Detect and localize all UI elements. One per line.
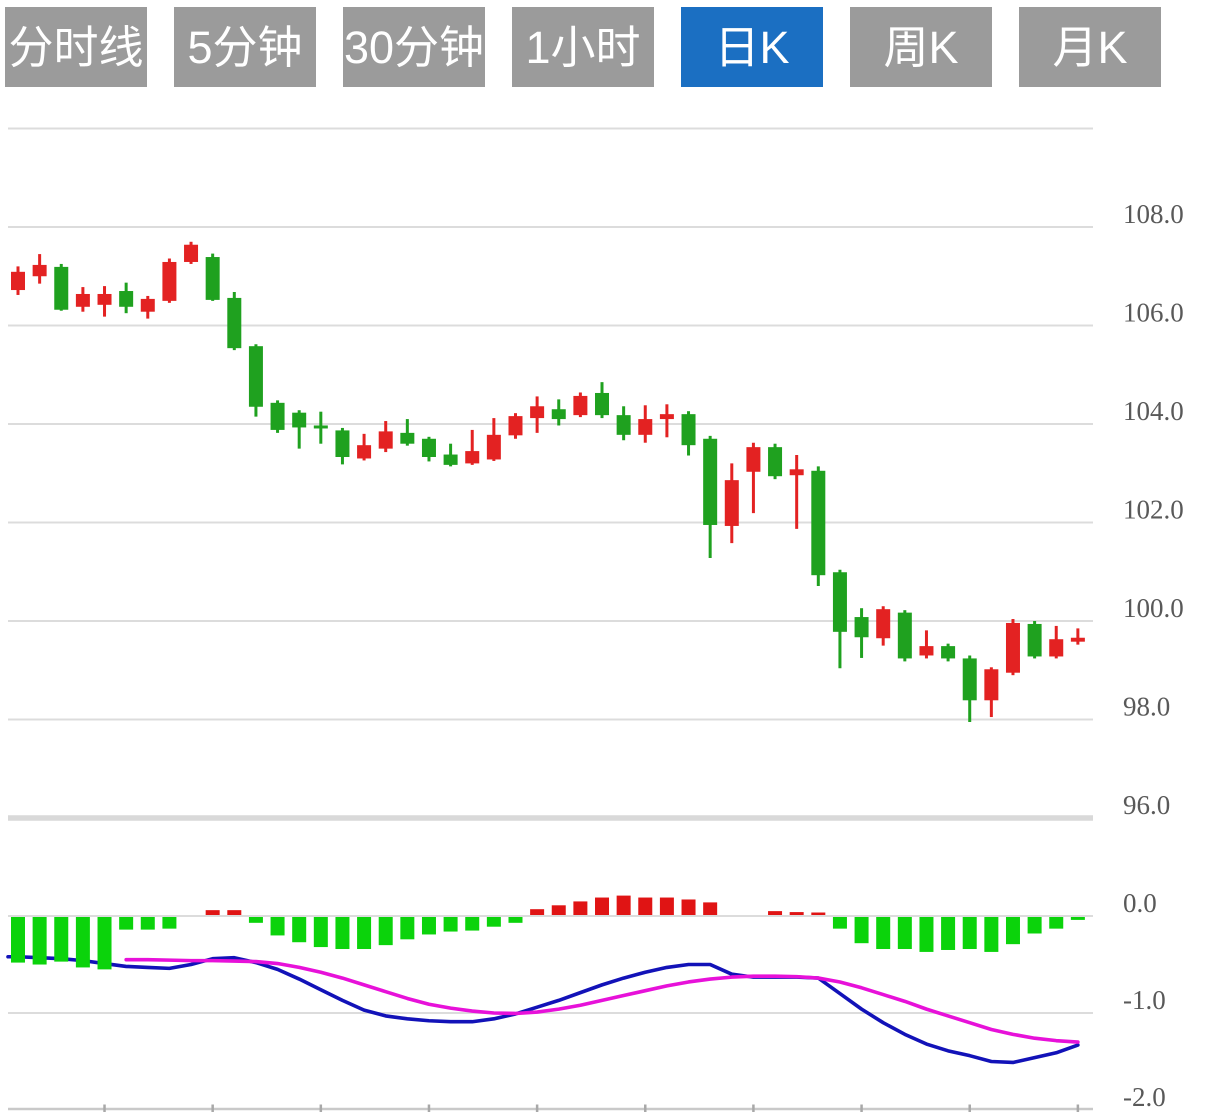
- svg-text:106.0: 106.0: [1123, 298, 1184, 328]
- tab-timeline[interactable]: 分时线: [5, 7, 147, 87]
- svg-text:104.0: 104.0: [1123, 396, 1184, 426]
- svg-text:96.0: 96.0: [1123, 790, 1170, 820]
- tab-monthly-k[interactable]: 月K: [1019, 7, 1161, 87]
- svg-text:102.0: 102.0: [1123, 495, 1184, 525]
- svg-text:0.0: 0.0: [1123, 888, 1157, 918]
- svg-text:100.0: 100.0: [1123, 593, 1184, 623]
- tab-daily-k[interactable]: 日K: [681, 7, 823, 87]
- tab-5min[interactable]: 5分钟: [174, 7, 316, 87]
- svg-text:108.0: 108.0: [1123, 199, 1184, 229]
- svg-text:98.0: 98.0: [1123, 692, 1170, 722]
- svg-text:-2.0: -2.0: [1123, 1082, 1166, 1112]
- svg-text:-1.0: -1.0: [1123, 985, 1166, 1015]
- tab-1hour[interactable]: 1小时: [512, 7, 654, 87]
- period-tabs: 分时线 5分钟 30分钟 1小时 日K 周K 月K: [5, 7, 1161, 87]
- tab-30min[interactable]: 30分钟: [343, 7, 485, 87]
- tab-weekly-k[interactable]: 周K: [850, 7, 992, 87]
